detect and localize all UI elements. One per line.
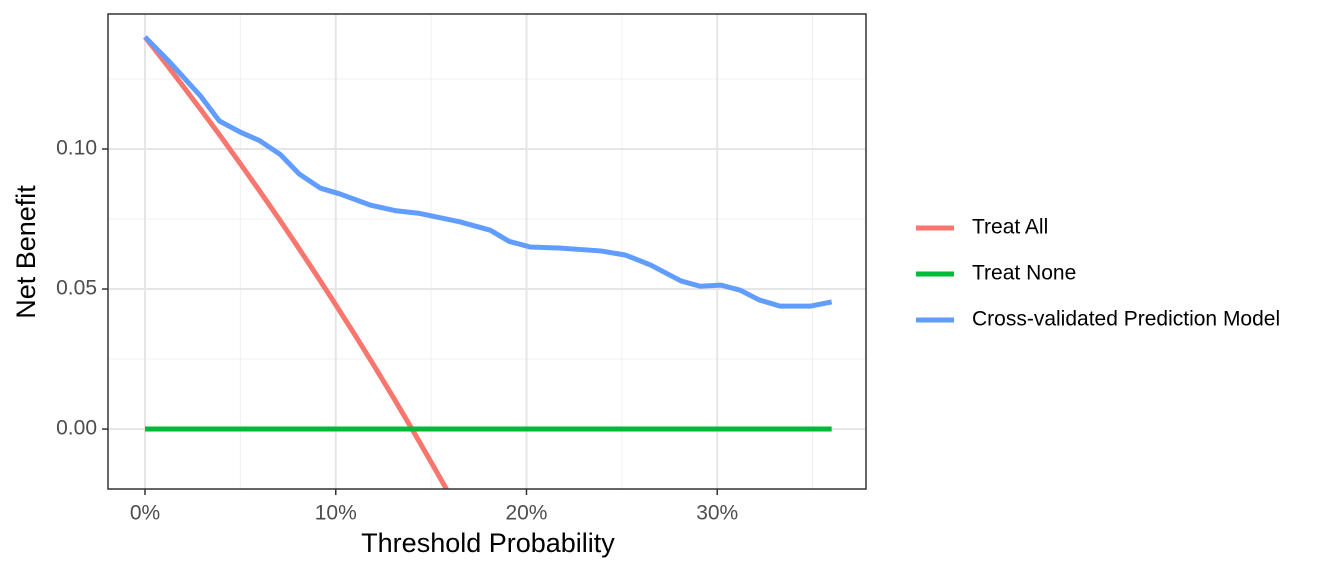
y-axis-title: Net Benefit xyxy=(11,185,41,319)
series-line xyxy=(143,35,833,309)
legend-label: Cross-validated Prediction Model xyxy=(972,308,1280,331)
y-tick-label: 0.10 xyxy=(56,137,97,160)
x-tick-label: 0% xyxy=(130,502,160,525)
x-tick-label: 10% xyxy=(315,502,357,525)
y-tick-label: 0.00 xyxy=(56,417,97,440)
legend-label: Treat None xyxy=(972,262,1076,285)
legend-label: Treat All xyxy=(972,216,1048,239)
series-line xyxy=(143,35,450,489)
panel-border xyxy=(107,13,867,490)
x-tick-label: 30% xyxy=(696,502,738,525)
x-axis-title: Threshold Probability xyxy=(361,528,615,558)
x-tick-label: 20% xyxy=(505,502,547,525)
y-tick-label: 0.05 xyxy=(56,277,97,300)
